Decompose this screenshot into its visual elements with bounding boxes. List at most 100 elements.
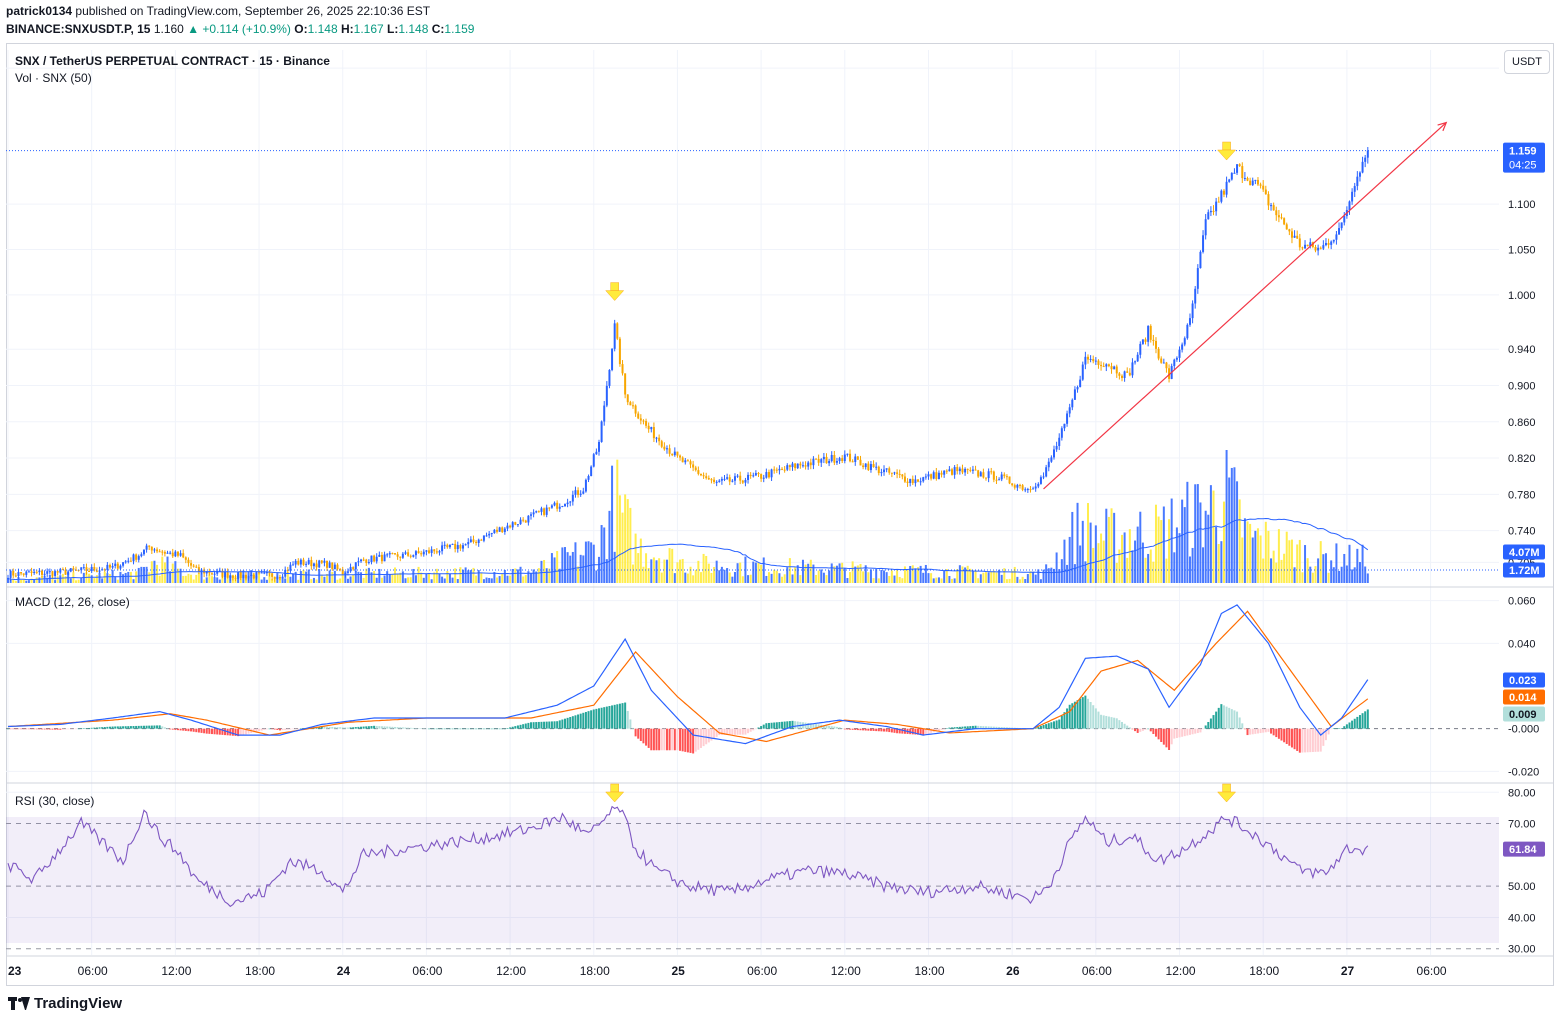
macd-histogram-bar bbox=[1068, 704, 1071, 729]
candle-body bbox=[380, 554, 383, 562]
volume-bar bbox=[30, 578, 33, 583]
candle-body bbox=[142, 549, 145, 555]
volume-bar bbox=[770, 573, 773, 583]
candle-body bbox=[378, 554, 381, 557]
candle-body bbox=[1110, 366, 1113, 370]
currency-button[interactable]: USDT bbox=[1504, 50, 1550, 74]
macd-histogram-bar bbox=[885, 728, 888, 732]
volume-bar bbox=[807, 563, 810, 583]
macd-histogram-bar bbox=[1317, 728, 1320, 752]
candle-body bbox=[943, 470, 946, 475]
candle-body bbox=[122, 562, 125, 566]
volume-bar bbox=[754, 562, 757, 583]
volume-bar bbox=[903, 566, 906, 583]
volume-bar bbox=[380, 577, 383, 583]
candle-body bbox=[1136, 354, 1139, 362]
volume-bar bbox=[747, 575, 750, 583]
macd-histogram-bar bbox=[380, 726, 383, 729]
volume-bars bbox=[7, 450, 1369, 583]
candle-body bbox=[383, 554, 386, 562]
volume-bar bbox=[592, 544, 595, 583]
volume-bar bbox=[1136, 526, 1139, 583]
macd-histogram-bar bbox=[783, 721, 786, 729]
low-label: L: bbox=[387, 22, 399, 36]
volume-bar bbox=[1304, 545, 1307, 583]
volume-bar bbox=[631, 564, 634, 583]
candle-body bbox=[969, 469, 972, 471]
volume-bar bbox=[467, 570, 470, 583]
candle-body bbox=[69, 568, 72, 572]
macd-histogram-bar bbox=[775, 722, 778, 729]
macd-histogram-bar bbox=[828, 725, 831, 729]
volume-bar bbox=[210, 576, 213, 583]
volume-bar bbox=[1053, 568, 1055, 583]
tradingview-footer[interactable]: TradingView bbox=[8, 995, 122, 1012]
candle-body bbox=[890, 472, 893, 474]
candle-body bbox=[849, 453, 852, 462]
macd-histogram-bar bbox=[1050, 722, 1053, 729]
volume-bar bbox=[166, 556, 169, 583]
macd-histogram-bar bbox=[655, 728, 658, 751]
volume-bar bbox=[294, 571, 297, 583]
volume-bar bbox=[752, 561, 755, 583]
volume-bar bbox=[501, 574, 504, 583]
volume-bar bbox=[315, 579, 318, 583]
volume-bar bbox=[796, 565, 799, 583]
macd-histogram-bar bbox=[503, 728, 506, 730]
publisher-name[interactable]: patrick0134 bbox=[6, 4, 73, 18]
volume-bar bbox=[169, 571, 172, 583]
macd-histogram-bar bbox=[142, 725, 145, 729]
volume-bar bbox=[1123, 532, 1126, 583]
macd-histogram-bar bbox=[438, 728, 441, 730]
macd-histogram-bar bbox=[1298, 728, 1301, 753]
volume-bar bbox=[336, 579, 339, 583]
volume-bar bbox=[788, 558, 791, 583]
macd-histogram-bar bbox=[1120, 721, 1123, 729]
volume-bar bbox=[428, 572, 431, 583]
volume-bar bbox=[762, 557, 765, 583]
macd-axis-tick: -0.020 bbox=[1508, 766, 1539, 778]
macd-histogram-bar bbox=[1066, 708, 1069, 729]
price-axis-tick: 1.050 bbox=[1508, 244, 1536, 256]
macd-histogram-bar bbox=[890, 728, 893, 733]
macd-histogram-bar bbox=[969, 726, 972, 729]
candle-body bbox=[694, 467, 697, 471]
candle-body bbox=[587, 476, 590, 480]
macd-axis-tick: 0.060 bbox=[1508, 596, 1536, 608]
macd-histogram-bar bbox=[1141, 728, 1144, 731]
macd-histogram-bar bbox=[357, 726, 360, 729]
candle-body bbox=[1039, 477, 1042, 484]
volume-bar bbox=[1152, 561, 1155, 583]
candle-body bbox=[496, 529, 499, 532]
candle-body bbox=[485, 535, 488, 537]
volume-bar bbox=[1264, 521, 1267, 583]
volume-bar bbox=[1165, 558, 1168, 583]
volume-bar bbox=[1118, 549, 1121, 583]
macd-histogram-bar bbox=[90, 727, 93, 729]
candle-body bbox=[294, 560, 297, 565]
volume-bar bbox=[64, 576, 67, 583]
macd-histogram-bar bbox=[728, 728, 731, 735]
candle-body bbox=[1000, 474, 1003, 480]
macd-histogram-bar bbox=[1100, 714, 1103, 729]
macd-histogram-bar bbox=[736, 728, 739, 735]
candle-body bbox=[1060, 428, 1063, 438]
macd-histogram-bar bbox=[367, 726, 370, 729]
candle-body bbox=[318, 560, 321, 568]
volume-bar bbox=[446, 571, 449, 583]
rsi-axis-tick: 50.00 bbox=[1508, 881, 1536, 893]
macd-histogram-bar bbox=[124, 726, 127, 729]
candle-body bbox=[286, 569, 289, 571]
candle-body bbox=[56, 571, 59, 573]
signal-badge-bg bbox=[1503, 689, 1545, 705]
candle-body bbox=[30, 571, 33, 573]
volume-bar bbox=[862, 571, 865, 583]
macd-histogram-bar bbox=[1280, 728, 1283, 741]
macd-histogram-bar bbox=[190, 728, 193, 732]
volume-bar bbox=[260, 579, 263, 583]
candle-body bbox=[480, 539, 483, 541]
volume-bar bbox=[142, 566, 145, 583]
candle-body bbox=[1063, 423, 1066, 429]
rsi-axis-tick: 80.00 bbox=[1508, 787, 1536, 799]
